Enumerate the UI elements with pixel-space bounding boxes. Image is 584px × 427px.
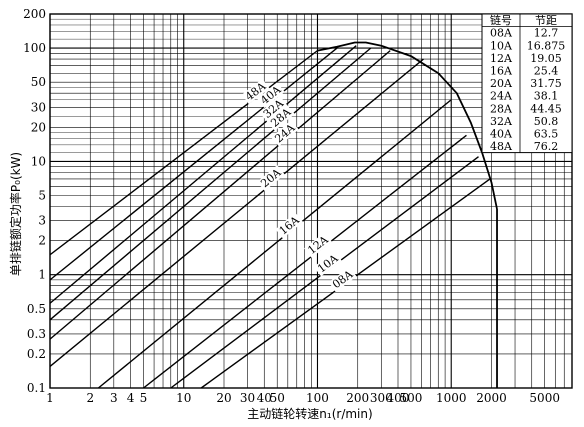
table-cell-chain: 08A	[490, 27, 513, 40]
x-tick-label: 500	[400, 391, 423, 405]
series-label-backing	[328, 266, 357, 292]
series-label-backing	[304, 232, 332, 258]
y-tick-label: 2	[38, 234, 46, 248]
chain-pitch-table: 链号 节距 08A 12.7 10A 16.875 12A 19.05 16A 25.4 20A 31…	[481, 13, 573, 154]
table-cell-pitch: 31.75	[530, 77, 562, 90]
y-tick-label: 0.2	[27, 347, 46, 361]
table-cell-chain: 10A	[490, 39, 513, 52]
y-tick-label: 0.5	[27, 302, 46, 316]
series-line-48A	[49, 50, 318, 256]
table-cell-pitch: 16.875	[527, 39, 566, 52]
table-header-pitch: 节距	[535, 14, 557, 27]
y-axis-label: 单排链额定功率P₀(kW)	[8, 152, 23, 276]
series-label-group: 08A	[328, 266, 357, 292]
x-tick-label: 30	[240, 391, 255, 405]
x-tick-label: 50	[270, 391, 285, 405]
series-label-backing	[257, 165, 285, 192]
y-tick-label: 20	[31, 120, 46, 134]
series-label-backing	[259, 95, 288, 122]
table-cell-pitch: 38.1	[534, 90, 559, 103]
y-tick-label: 200	[23, 7, 46, 21]
series-label-backing	[241, 78, 270, 105]
series-label-backing	[313, 251, 342, 277]
envelope-curve	[317, 41, 498, 388]
series-line-24A	[49, 50, 391, 340]
x-tick-label: 10	[176, 391, 191, 405]
table-cell-chain: 24A	[490, 90, 513, 103]
y-tick-label: 30	[31, 100, 46, 114]
x-tick-label: 1	[46, 391, 54, 405]
table-cell-chain: 48A	[490, 140, 513, 153]
series-label-backing	[275, 212, 304, 239]
plot-frame	[49, 13, 573, 389]
x-tick-label: 100	[306, 391, 329, 405]
table-cell-chain: 20A	[490, 77, 513, 90]
grid	[49, 13, 573, 389]
x-tick-label: 2000	[476, 391, 507, 405]
series-label-group: 16A	[275, 212, 304, 239]
table-cell-chain: 28A	[490, 102, 513, 115]
table-cell-chain: 16A	[490, 65, 513, 78]
table-cell-pitch: 44.45	[530, 102, 562, 115]
table-cell-chain: 40A	[490, 128, 513, 141]
table-cell-chain: 12A	[490, 52, 513, 65]
x-axis-label: 主动链轮转速n₁(r/min)	[247, 406, 372, 421]
series-line-28A	[49, 47, 372, 321]
y-tick-labels: 0.1 0.2 0.3 0.5 1 2 3 5 10 20 30 50 100 200	[23, 7, 46, 395]
x-tick-label: 3	[110, 391, 118, 405]
x-tick-label: 5000	[529, 391, 560, 405]
table-background	[481, 13, 573, 154]
y-tick-label: 0.1	[27, 381, 46, 395]
x-tick-label: 1000	[436, 391, 467, 405]
y-tick-label: 0.3	[27, 327, 46, 341]
table-cell-pitch: 76.2	[534, 140, 559, 153]
table-cell-pitch: 63.5	[534, 128, 559, 141]
series-label-group: 20A	[257, 165, 285, 192]
series-label-backing	[271, 120, 299, 147]
series-line-32A	[49, 45, 357, 304]
x-tick-label: 5	[140, 391, 148, 405]
series-label-backing	[267, 104, 295, 131]
x-tick-label: 200	[346, 391, 369, 405]
y-tick-label: 1	[38, 268, 46, 282]
table-cell-pitch: 12.7	[534, 27, 559, 40]
series-line-20A	[49, 58, 424, 367]
x-tick-label: 40	[257, 391, 272, 405]
series-line-12A	[143, 134, 467, 389]
y-tick-label: 10	[31, 154, 46, 168]
max-power-envelope	[317, 41, 498, 210]
x-tick-label: 4	[127, 391, 135, 405]
x-tick-label: 400	[387, 391, 410, 405]
table-cell-chain: 32A	[490, 115, 513, 128]
x-tick-label: 300	[370, 391, 393, 405]
y-tick-label: 5	[38, 189, 46, 203]
series-label-backing	[256, 82, 285, 109]
series-line-16A	[97, 99, 452, 389]
y-tick-label: 100	[23, 41, 46, 55]
plot-border	[49, 13, 573, 389]
table-header-chain: 链号	[490, 13, 512, 27]
x-tick-label: 20	[216, 391, 231, 405]
y-tick-label: 50	[31, 75, 46, 89]
x-tick-label: 2	[86, 391, 94, 405]
series-line-40A	[49, 47, 338, 281]
table-cell-pitch: 19.05	[530, 52, 562, 65]
table-cell-pitch: 25.4	[534, 65, 559, 78]
table-cell-pitch: 50.8	[534, 115, 559, 128]
y-tick-label: 3	[38, 214, 46, 228]
